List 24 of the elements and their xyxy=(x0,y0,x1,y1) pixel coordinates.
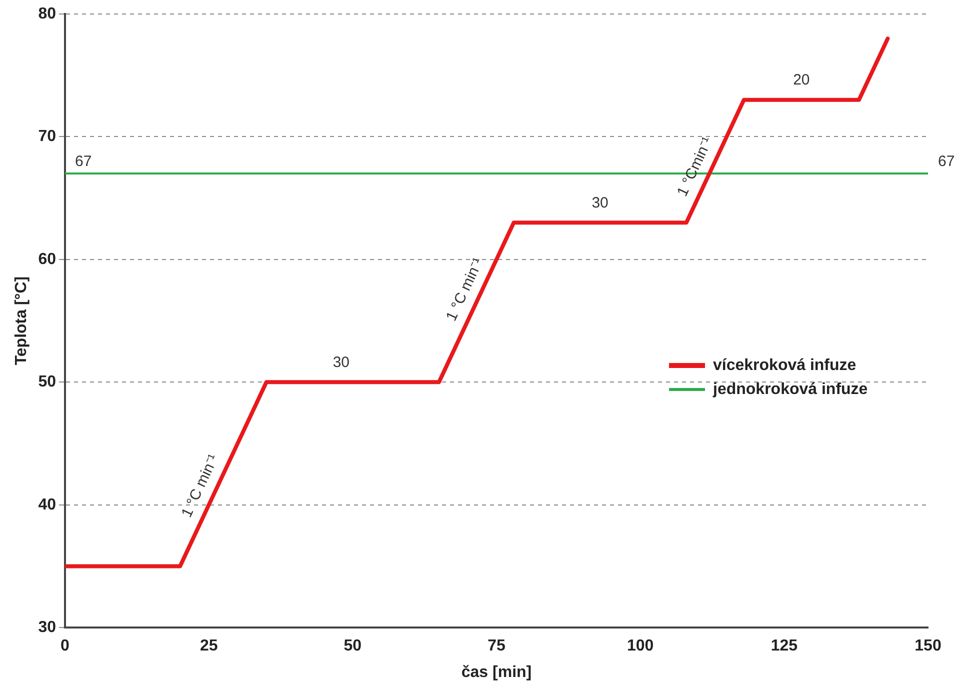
y-tick-label: 70 xyxy=(38,128,56,146)
x-tick-label: 100 xyxy=(626,638,654,655)
y-axis-title: Teplota [°C] xyxy=(13,276,30,366)
x-tick-label: 25 xyxy=(200,638,218,655)
annotation: 1 °C min⁻¹ xyxy=(442,255,487,324)
x-tick-label: 75 xyxy=(488,638,506,655)
y-tick-label: 80 xyxy=(38,5,56,22)
y-tick-label: 30 xyxy=(38,619,56,636)
y-tick-label: 50 xyxy=(38,374,56,391)
annotation: 30 xyxy=(592,194,608,212)
x-tick-label: 125 xyxy=(770,638,798,655)
x-tick-label: 50 xyxy=(344,638,362,655)
y-tick-label: 60 xyxy=(38,250,56,268)
annotation: 67 xyxy=(74,153,92,170)
legend-label: vícekroková infuze xyxy=(713,356,856,375)
annotation: 20 xyxy=(793,72,810,89)
annotation: 1 °C min⁻¹ xyxy=(178,452,222,520)
legend-label: jednokroková infuze xyxy=(713,380,868,399)
x-tick-label: 0 xyxy=(60,638,70,655)
y-tick-label: 40 xyxy=(38,496,56,514)
annotation: 30 xyxy=(332,354,350,371)
x-tick-label: 150 xyxy=(914,638,942,655)
annotation: 67 xyxy=(938,153,955,170)
x-axis-title: čas [min] xyxy=(461,664,532,681)
